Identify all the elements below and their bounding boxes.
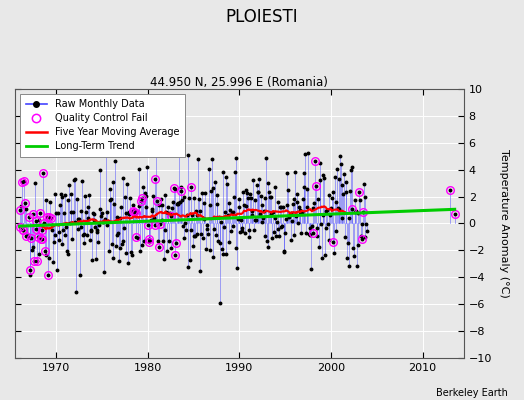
Text: PLOIESTI: PLOIESTI	[226, 8, 298, 26]
Title: 44.950 N, 25.996 E (Romania): 44.950 N, 25.996 E (Romania)	[150, 76, 329, 89]
Legend: Raw Monthly Data, Quality Control Fail, Five Year Moving Average, Long-Term Tren: Raw Monthly Data, Quality Control Fail, …	[20, 94, 185, 157]
Text: Berkeley Earth: Berkeley Earth	[436, 388, 508, 398]
Y-axis label: Temperature Anomaly (°C): Temperature Anomaly (°C)	[499, 149, 509, 298]
